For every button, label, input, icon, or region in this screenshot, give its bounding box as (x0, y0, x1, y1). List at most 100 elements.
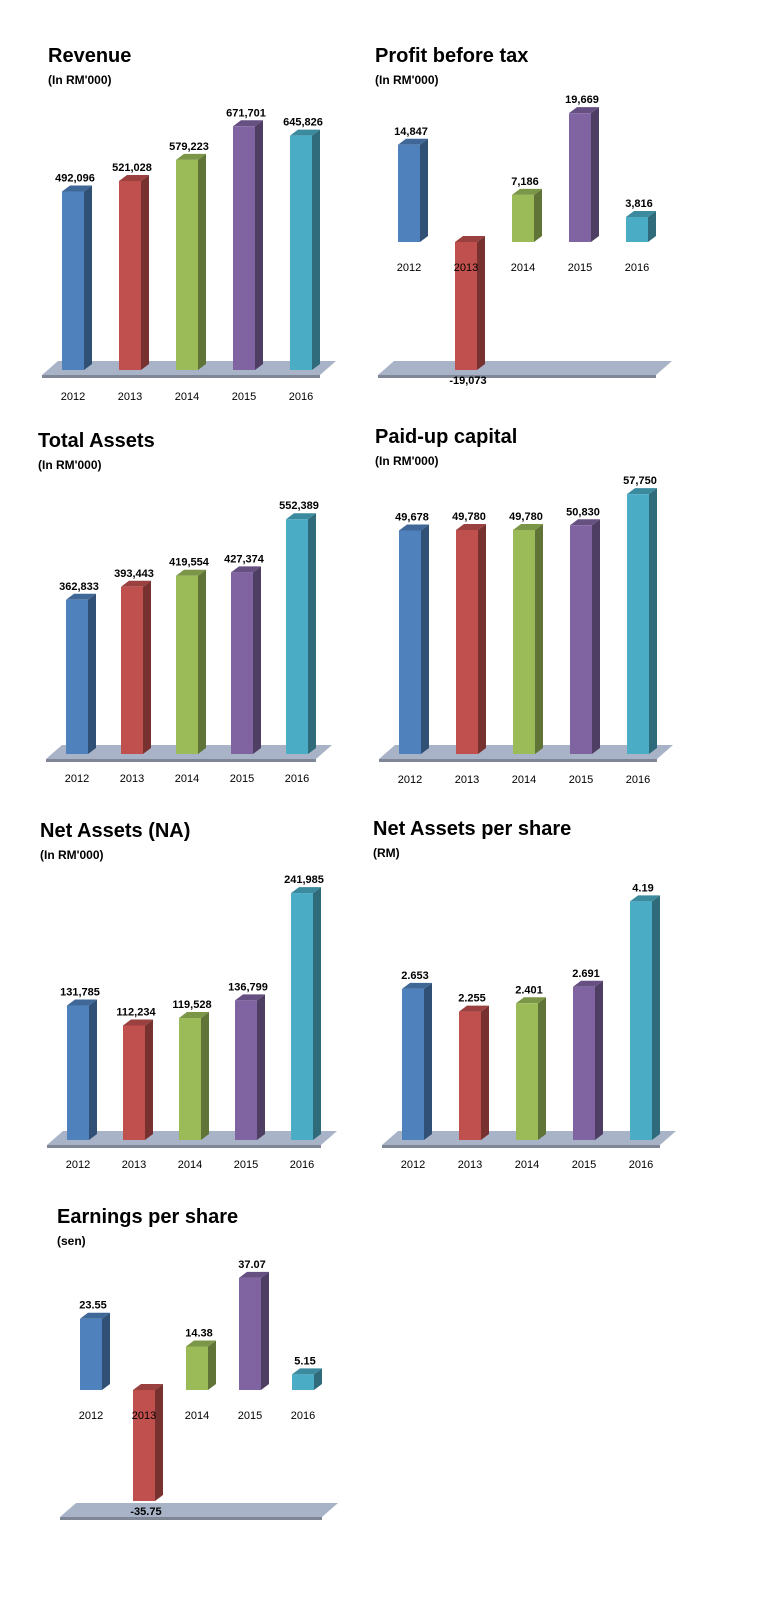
data-label: 671,701 (226, 107, 266, 119)
data-label: -19,073 (449, 375, 486, 387)
bar-side (649, 488, 657, 754)
bar-2012 (80, 1312, 110, 1390)
bar-top (80, 1312, 110, 1319)
bar-front (233, 126, 255, 370)
chart-paid-up-capital: 49,678 2012 49,780 2013 49,780 2014 50,830 2015… (379, 475, 673, 786)
data-label: 3,816 (625, 198, 653, 210)
bar-top (286, 513, 316, 520)
chart-title: Net Assets (NA) (40, 820, 191, 842)
bar-front (512, 194, 534, 242)
chart-floor-edge (46, 759, 316, 762)
bar-front (627, 494, 649, 754)
x-tick-label: 2014 (185, 1410, 209, 1422)
data-label: -35.75 (130, 1506, 161, 1518)
bar-top (123, 1019, 153, 1026)
bar-2014 (516, 997, 546, 1140)
bar-2016 (291, 887, 321, 1140)
data-label: 2.653 (401, 970, 429, 982)
chart-title: Profit before tax (375, 45, 529, 67)
data-label: 393,443 (114, 568, 154, 580)
chart-title: Paid-up capital (375, 426, 518, 448)
data-label: 579,223 (169, 141, 209, 153)
bar-2012 (399, 524, 429, 754)
bar-top (627, 488, 657, 495)
bar-front (239, 1277, 261, 1390)
x-tick-label: 2012 (397, 262, 421, 274)
bar-side (308, 513, 316, 754)
bar-2012 (398, 138, 428, 242)
bar-side (253, 566, 261, 754)
data-label: 7,186 (511, 176, 539, 188)
bar-2016 (626, 211, 656, 242)
bar-side (198, 153, 206, 370)
bar-front (121, 586, 143, 754)
bar-front (62, 191, 84, 370)
bar-front (292, 1374, 314, 1390)
bar-top (630, 895, 660, 902)
bar-side (478, 523, 486, 754)
bar-front (67, 1005, 89, 1140)
chart-floor-edge (42, 375, 320, 378)
x-tick-label: 2012 (398, 774, 422, 786)
bar-side (257, 994, 265, 1140)
bar-top (516, 997, 546, 1004)
bar-side (155, 1384, 163, 1501)
chart-net-assets-per-share: 2.653 2012 2.255 2013 2.401 2014 2.691 2015 4.19… (382, 882, 676, 1171)
bar-side (652, 895, 660, 1140)
bar-side (312, 129, 320, 370)
bar-front (456, 529, 478, 754)
bar-top (233, 120, 263, 127)
data-label: 14.38 (185, 1327, 213, 1339)
bar-front (235, 1000, 257, 1140)
data-label: 2.255 (458, 993, 486, 1005)
chart-unit: (In RM'000) (38, 458, 102, 472)
bar-front (80, 1318, 102, 1390)
x-tick-label: 2014 (515, 1159, 539, 1171)
chart-unit: (In RM'000) (375, 73, 439, 87)
x-tick-label: 2016 (289, 391, 313, 403)
bar-front (133, 1390, 155, 1501)
bar-front (573, 986, 595, 1140)
data-label: 14,847 (394, 126, 428, 138)
bar-front (176, 159, 198, 370)
chart-floor-edge (382, 1145, 660, 1148)
bar-2012 (62, 185, 92, 370)
bar-2014 (176, 153, 206, 370)
bar-2015 (239, 1271, 269, 1390)
chart-panel-net-assets: Net Assets (NA) (In RM'000) 131,785 2012 1… (30, 812, 360, 1182)
bar-side (88, 593, 96, 754)
chart-earnings-per-share: 23.55 2012 -35.75 2013 14.38 2014 37.07 2015 5.1… (60, 1259, 338, 1520)
x-tick-label: 2015 (232, 391, 256, 403)
bar-top (133, 1384, 163, 1390)
data-label: 37.07 (238, 1259, 266, 1271)
x-tick-label: 2013 (455, 774, 479, 786)
bar-front (286, 519, 308, 754)
chart-net-assets: 131,785 2012 112,234 2013 119,528 2014 136,799… (47, 874, 337, 1171)
x-tick-label: 2014 (511, 262, 535, 274)
bar-2013 (123, 1019, 153, 1140)
chart-panel-revenue: Revenue (In RM'000) 492,096 2012 521,028 20… (30, 40, 360, 410)
x-tick-label: 2016 (625, 262, 649, 274)
bar-top (512, 188, 542, 195)
x-tick-label: 2015 (238, 1410, 262, 1422)
bar-top (290, 129, 320, 136)
bar-2012 (67, 999, 97, 1140)
bar-top (573, 980, 603, 987)
bar-side (143, 580, 151, 754)
bar-top (176, 569, 206, 576)
data-label: 4.19 (632, 882, 653, 894)
chart-unit: (In RM'000) (375, 454, 439, 468)
bar-2016 (290, 129, 320, 370)
data-label: 136,799 (228, 981, 268, 993)
bar-front (398, 144, 420, 242)
data-label: 50,830 (566, 506, 600, 518)
chart-profit-before-tax: 14,847 2012 -19,073 2013 7,186 2014 19,669 2015… (378, 94, 672, 387)
bar-front (513, 529, 535, 754)
bar-side (481, 1005, 489, 1140)
bar-side (592, 519, 600, 754)
bar-top (570, 519, 600, 526)
bar-side (261, 1271, 269, 1390)
bar-front (516, 1003, 538, 1140)
bar-2012 (402, 982, 432, 1140)
x-tick-label: 2016 (629, 1159, 653, 1171)
